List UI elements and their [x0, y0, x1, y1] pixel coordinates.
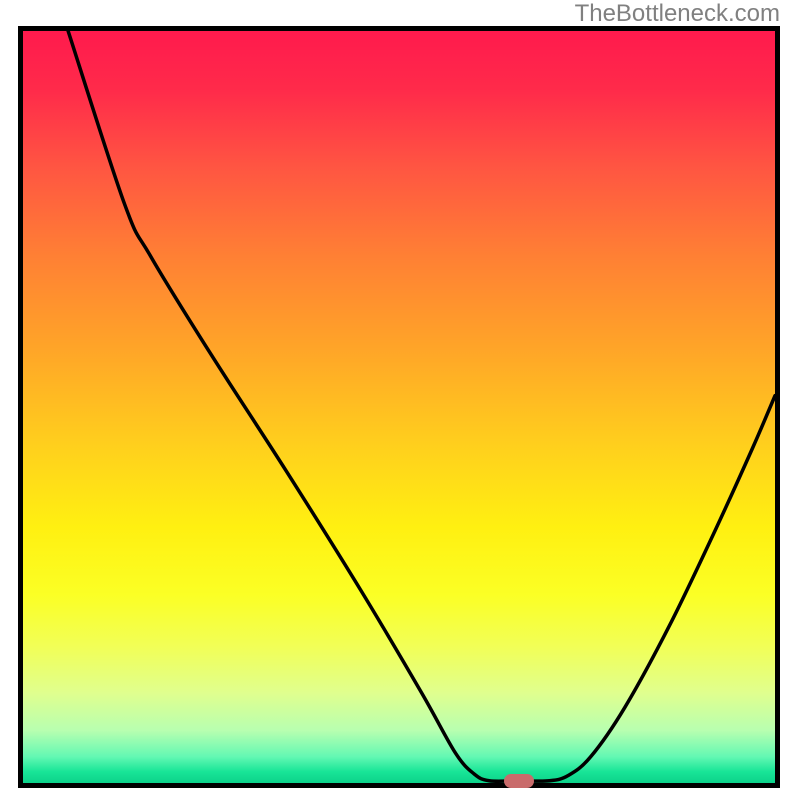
optimum-marker: [504, 774, 534, 788]
plot-area: [23, 31, 775, 783]
chart-frame: [18, 26, 780, 788]
root-container: TheBottleneck.com: [0, 0, 800, 800]
watermark-text: TheBottleneck.com: [575, 0, 780, 28]
gradient-background: [23, 31, 775, 783]
chart-svg: [23, 31, 775, 783]
